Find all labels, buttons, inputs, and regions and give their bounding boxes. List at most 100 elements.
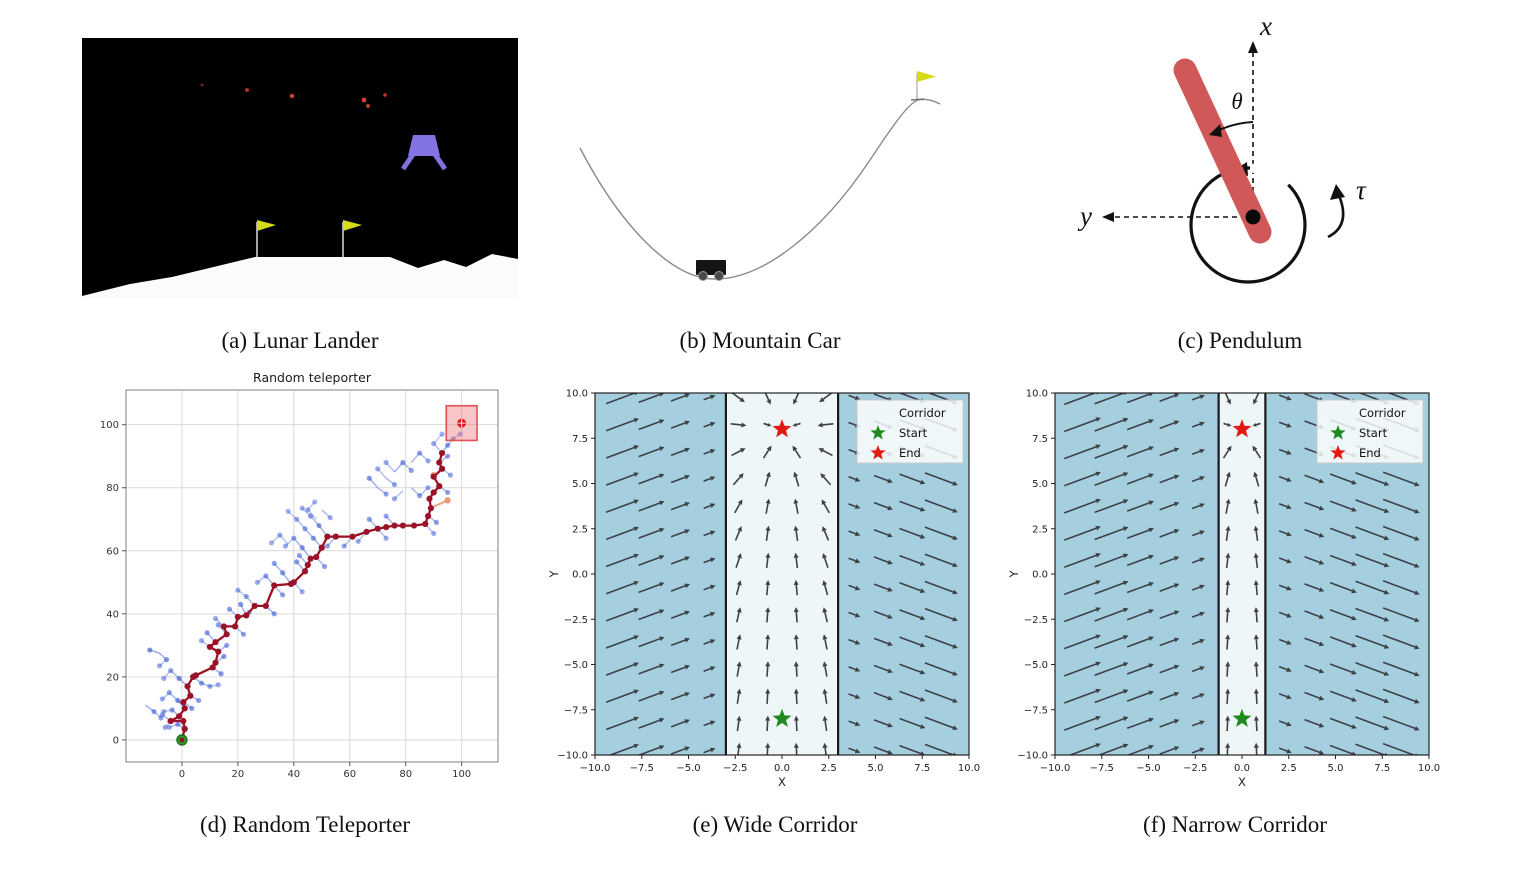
svg-text:−5.0: −5.0 bbox=[564, 660, 588, 671]
y-axis-label: Y bbox=[547, 570, 561, 579]
exploration-tree bbox=[145, 431, 463, 730]
random-teleporter-chart: Random teleporter 0 20 40 60 80 100 0 20 40 60 80 10… bbox=[100, 370, 499, 780]
car-wheel-left bbox=[698, 271, 708, 281]
pivot-dot bbox=[1245, 209, 1261, 225]
legend-corridor-label: Corridor bbox=[1359, 406, 1406, 420]
svg-text:20: 20 bbox=[232, 769, 245, 780]
y-axis-arrowhead bbox=[1102, 212, 1114, 222]
svg-text:2.5: 2.5 bbox=[1032, 524, 1048, 535]
svg-text:−7.5: −7.5 bbox=[1024, 705, 1048, 716]
exhaust-particle bbox=[366, 104, 370, 108]
tau-arc bbox=[1327, 192, 1345, 239]
axis-ticks: −10.0−10.0 −7.5 −7.5 −5.0 −5.0 −2.5 −2.5 0.0 0.0… bbox=[557, 389, 980, 775]
legend-corridor-label: Corridor bbox=[899, 406, 946, 420]
svg-text:2.5: 2.5 bbox=[572, 524, 588, 535]
exhaust-particle bbox=[200, 83, 204, 87]
start-star bbox=[1232, 708, 1252, 727]
svg-text:0.0: 0.0 bbox=[572, 570, 588, 581]
caption-c: (c) Pendulum bbox=[1177, 328, 1303, 353]
end-star bbox=[1232, 419, 1252, 438]
legend-start-star bbox=[870, 425, 886, 440]
plot-background bbox=[126, 390, 498, 762]
corridor-region bbox=[1218, 393, 1266, 755]
exhaust-particle bbox=[361, 97, 367, 103]
svg-text:2.5: 2.5 bbox=[1281, 763, 1297, 774]
svg-text:−5.0: −5.0 bbox=[1024, 660, 1048, 671]
y-axis-label: Y bbox=[1007, 570, 1021, 579]
tau-label: τ bbox=[1356, 175, 1367, 205]
caption-f: (f) Narrow Corridor bbox=[1143, 812, 1327, 837]
caption-d: (d) Random Teleporter bbox=[199, 812, 410, 837]
rotation-circle-gap bbox=[1249, 163, 1292, 189]
legend-corridor-swatch bbox=[1325, 407, 1351, 419]
svg-text:40: 40 bbox=[287, 769, 300, 780]
svg-text:7.5: 7.5 bbox=[572, 434, 588, 445]
legend-corridor-swatch bbox=[865, 407, 891, 419]
svg-text:5.0: 5.0 bbox=[572, 479, 588, 490]
pendulum-panel: x y θ τ bbox=[1077, 11, 1367, 284]
legend: Corridor Start End bbox=[856, 399, 964, 464]
svg-text:80: 80 bbox=[106, 483, 119, 494]
lander-body bbox=[408, 135, 440, 156]
flag-icon bbox=[917, 71, 936, 82]
legend-end-label: End bbox=[899, 446, 921, 460]
moon-terrain bbox=[82, 254, 518, 298]
caption-a: (a) Lunar Lander bbox=[221, 328, 379, 353]
svg-text:0: 0 bbox=[179, 769, 185, 780]
svg-text:0.0: 0.0 bbox=[774, 763, 790, 774]
svg-text:0: 0 bbox=[113, 735, 119, 746]
svg-text:−5.0: −5.0 bbox=[676, 763, 700, 774]
svg-text:−10.0: −10.0 bbox=[580, 763, 611, 774]
legend-end-label: End bbox=[1359, 446, 1381, 460]
legend-start-star bbox=[1330, 425, 1346, 440]
theta-arrowhead bbox=[1209, 124, 1222, 137]
rotation-circle-arrow bbox=[1189, 166, 1307, 284]
mountain-curve bbox=[579, 98, 941, 280]
legend-end-star bbox=[1330, 445, 1346, 460]
svg-text:20: 20 bbox=[106, 672, 119, 683]
svg-text:2.5: 2.5 bbox=[821, 763, 837, 774]
flag-icon-left bbox=[257, 220, 276, 231]
svg-text:−7.5: −7.5 bbox=[630, 763, 654, 774]
svg-text:−7.5: −7.5 bbox=[1090, 763, 1114, 774]
svg-text:40: 40 bbox=[106, 609, 119, 620]
svg-text:−2.5: −2.5 bbox=[564, 615, 588, 626]
svg-text:−2.5: −2.5 bbox=[1183, 763, 1207, 774]
chart-title: Random teleporter bbox=[253, 370, 372, 385]
lunar-lander-panel bbox=[82, 38, 518, 298]
pendulum-rod bbox=[1173, 58, 1272, 244]
tau-arrowhead bbox=[1330, 184, 1345, 200]
svg-text:0.0: 0.0 bbox=[1234, 763, 1250, 774]
corridor-region bbox=[725, 393, 839, 755]
start-star bbox=[772, 708, 792, 727]
svg-text:10.0: 10.0 bbox=[1026, 389, 1048, 400]
x-axis-label: x bbox=[1259, 11, 1272, 41]
exhaust-particle bbox=[289, 93, 295, 99]
start-marker bbox=[176, 734, 188, 746]
svg-text:−5.0: −5.0 bbox=[1136, 763, 1160, 774]
svg-text:100: 100 bbox=[452, 769, 471, 780]
svg-text:5.0: 5.0 bbox=[1328, 763, 1344, 774]
theta-label: θ bbox=[1231, 89, 1242, 114]
y-axis-label: y bbox=[1077, 201, 1092, 231]
svg-text:60: 60 bbox=[343, 769, 356, 780]
caption-b: (b) Mountain Car bbox=[679, 328, 841, 353]
svg-text:80: 80 bbox=[399, 769, 412, 780]
svg-text:10.0: 10.0 bbox=[1418, 763, 1440, 774]
mountain-car-panel bbox=[579, 71, 941, 281]
svg-text:−7.5: −7.5 bbox=[564, 705, 588, 716]
plot-border bbox=[125, 389, 499, 763]
svg-text:60: 60 bbox=[106, 546, 119, 557]
axis-ticks: −10.0−10.0 −7.5 −7.5 −5.0 −5.0 −2.5 −2.5 0.0 0.0… bbox=[1017, 389, 1440, 775]
x-axis-arrowhead bbox=[1248, 41, 1258, 53]
svg-text:100: 100 bbox=[100, 420, 119, 431]
exhaust-particle bbox=[245, 88, 249, 92]
svg-text:−10.0: −10.0 bbox=[1017, 751, 1048, 762]
svg-text:−2.5: −2.5 bbox=[723, 763, 747, 774]
svg-text:7.5: 7.5 bbox=[1374, 763, 1390, 774]
x-axis-label: X bbox=[778, 775, 786, 789]
end-star bbox=[772, 419, 792, 438]
svg-text:7.5: 7.5 bbox=[1032, 434, 1048, 445]
svg-text:10.0: 10.0 bbox=[958, 763, 980, 774]
